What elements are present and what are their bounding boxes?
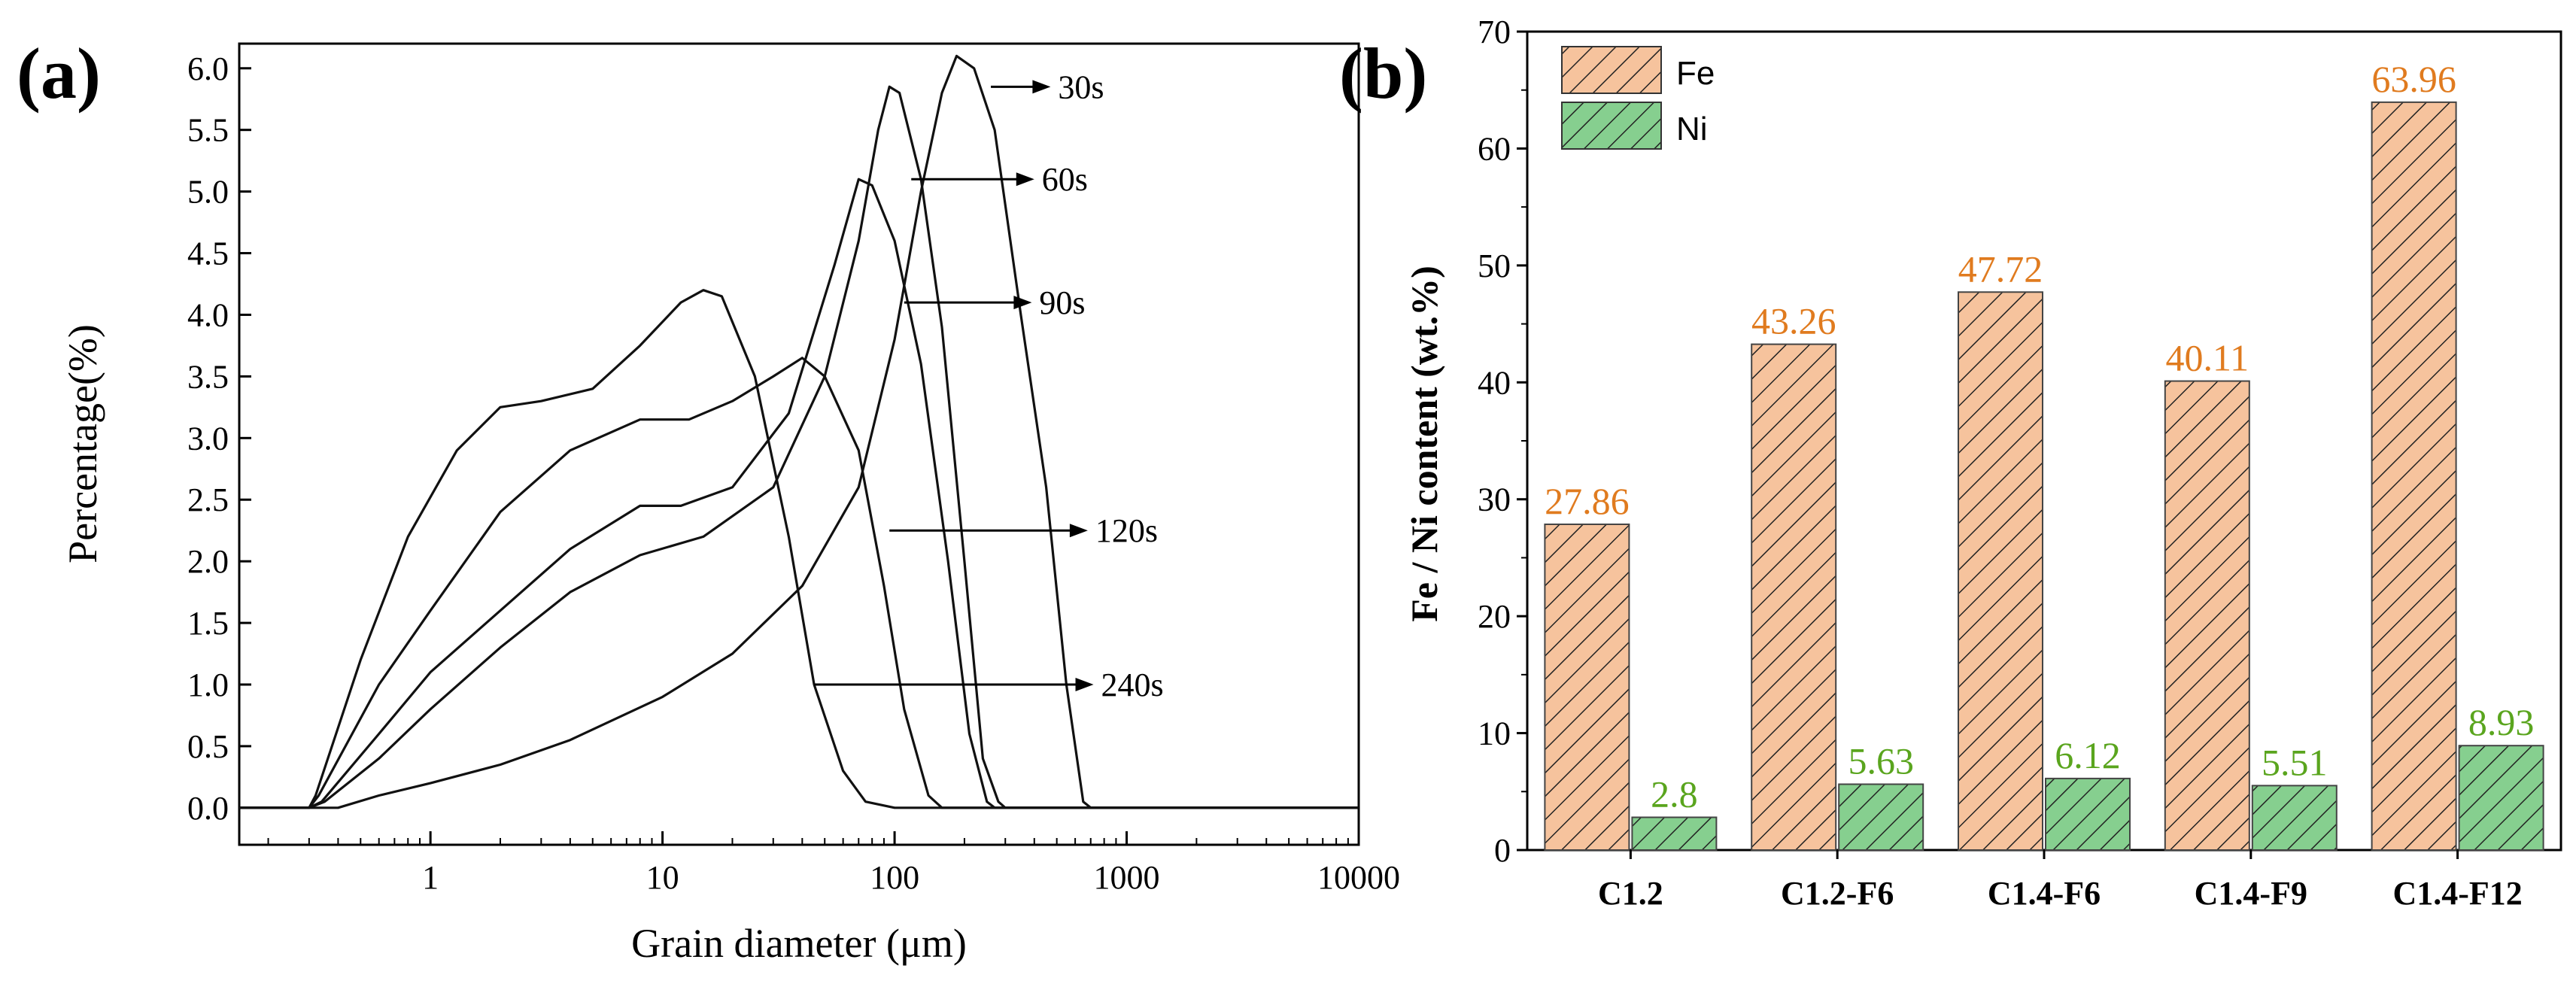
bar-ni	[2458, 745, 2544, 851]
data-label-fe: 40.11	[2165, 337, 2249, 379]
x-tick-label: 1	[422, 859, 439, 896]
legend-swatch-fe	[1561, 46, 1662, 94]
panel-a-y-axis: 0.0 0.5 1.0 1.5 2.0 2.5 3.0 3.5 4.0 4.5 5.0 5.5 6.0	[187, 50, 251, 827]
data-label-fe: 63.96	[2371, 58, 2456, 100]
data-label-ni: 2.8	[1651, 773, 1698, 815]
series-line-30s	[239, 54, 1359, 809]
annotation-label-120s: 120s	[1095, 512, 1158, 549]
y-tick-label: 4.5	[187, 235, 229, 272]
annotation-arrowhead	[1016, 172, 1034, 187]
legend-label-ni: Ni	[1676, 111, 1708, 147]
data-label-ni: 8.93	[2468, 701, 2535, 743]
y-tick-label: 40	[1478, 364, 1511, 401]
annotation-arrowhead	[1032, 80, 1051, 94]
panel-b-y-title: Fe / Ni content (wt.%)	[1403, 266, 1445, 622]
data-label-ni: 5.51	[2262, 741, 2328, 783]
bar-fe	[1751, 343, 1837, 851]
y-tick-label: 0.5	[187, 728, 229, 765]
panel-a-curves	[239, 54, 1359, 809]
legend-label-fe: Fe	[1676, 55, 1715, 92]
bar-ni	[1631, 816, 1718, 851]
panel-a-x-title: Grain diameter (μm)	[631, 921, 967, 966]
y-tick-label: 0.0	[187, 790, 229, 827]
panel-a-x-axis: 1 10 100 1000 10000	[267, 831, 1400, 896]
y-tick-label: 30	[1478, 481, 1511, 518]
annotation-arrowhead	[1075, 678, 1094, 691]
x-tick-label: 10000	[1317, 859, 1400, 896]
panel-b: (b) 0 10 20 30 40 50 60 70 27.86 2.8 43.26 5.63 47.…	[1339, 14, 2562, 912]
y-tick-label: 2.5	[187, 481, 229, 518]
bar-ni	[2251, 785, 2338, 852]
y-tick-label: 1.5	[187, 605, 229, 642]
category-label: C1.4-F12	[2392, 875, 2522, 912]
y-tick-label: 2.0	[187, 543, 229, 580]
panel-b-label: (b)	[1339, 33, 1427, 114]
category-label: C1.2	[1598, 875, 1663, 912]
y-tick-label: 3.0	[187, 420, 229, 457]
y-tick-label: 50	[1478, 247, 1511, 284]
category-label: C1.4-F9	[2195, 875, 2307, 912]
series-line-120s	[239, 357, 1359, 809]
panel-a-frame	[238, 42, 1360, 846]
annotation-label-60s: 60s	[1042, 161, 1088, 198]
y-tick-label: 60	[1478, 130, 1511, 167]
category-label: C1.2-F6	[1781, 875, 1894, 912]
x-tick-label: 1000	[1094, 859, 1160, 896]
bar-fe	[1544, 523, 1630, 851]
y-tick-label: 6.0	[187, 50, 229, 87]
category-label: C1.4-F6	[1988, 875, 2101, 912]
bar-fe	[2371, 101, 2457, 852]
x-tick-label: 100	[870, 859, 919, 896]
y-tick-label: 4.0	[187, 296, 229, 333]
y-tick-label: 1.0	[187, 666, 229, 703]
panel-a-annotations: 30s 60s 90s 120s 240s	[814, 68, 1164, 703]
panel-a-y-title: Percentage(%)	[60, 324, 105, 563]
bar-ni	[2045, 777, 2131, 851]
data-label-fe: 43.26	[1751, 300, 1836, 342]
bar-fe	[1958, 291, 2043, 851]
bar-ni	[1838, 783, 1924, 852]
panel-b-y-axis: 0 10 20 30 40 50 60 70	[1478, 14, 1527, 869]
y-tick-label: 3.5	[187, 358, 229, 395]
y-tick-label: 20	[1478, 598, 1511, 635]
y-tick-label: 10	[1478, 715, 1511, 752]
bar-fe	[2164, 380, 2250, 851]
annotation-label-90s: 90s	[1039, 284, 1085, 321]
annotation-arrowhead	[1069, 524, 1088, 538]
data-label-fe: 47.72	[1958, 247, 2043, 290]
data-label-fe: 27.86	[1545, 480, 1630, 522]
panel-a: (a) 0.0 0.5 1.0 1.5 2.0 2.5 3.0 3.5 4.0 4.5 5.0 5.5…	[17, 33, 1400, 966]
annotation-arrowhead	[1013, 296, 1032, 310]
series-line-60s	[239, 85, 1359, 809]
panel-a-label: (a)	[17, 33, 101, 114]
y-tick-label: 5.0	[187, 174, 229, 211]
legend-swatch-ni	[1561, 102, 1662, 150]
series-line-240s	[239, 289, 1359, 809]
data-label-ni: 6.12	[2055, 734, 2121, 776]
panel-b-bars: 27.86 2.8 43.26 5.63 47.72 6.12 40.11 5.51 63.96…	[1544, 58, 2544, 852]
series-line-90s	[239, 178, 1359, 809]
y-tick-label: 0	[1494, 832, 1511, 869]
panel-b-legend: Fe Ni	[1561, 46, 1715, 150]
y-tick-label: 5.5	[187, 112, 229, 149]
x-tick-label: 10	[646, 859, 679, 896]
annotation-label-240s: 240s	[1101, 666, 1164, 703]
y-tick-label: 70	[1478, 14, 1511, 50]
data-label-ni: 5.63	[1848, 739, 1914, 782]
annotation-label-30s: 30s	[1058, 68, 1104, 105]
panel-b-x-axis: C1.2 C1.2-F6 C1.4-F6 C1.4-F9 C1.4-F12	[1598, 850, 2523, 912]
